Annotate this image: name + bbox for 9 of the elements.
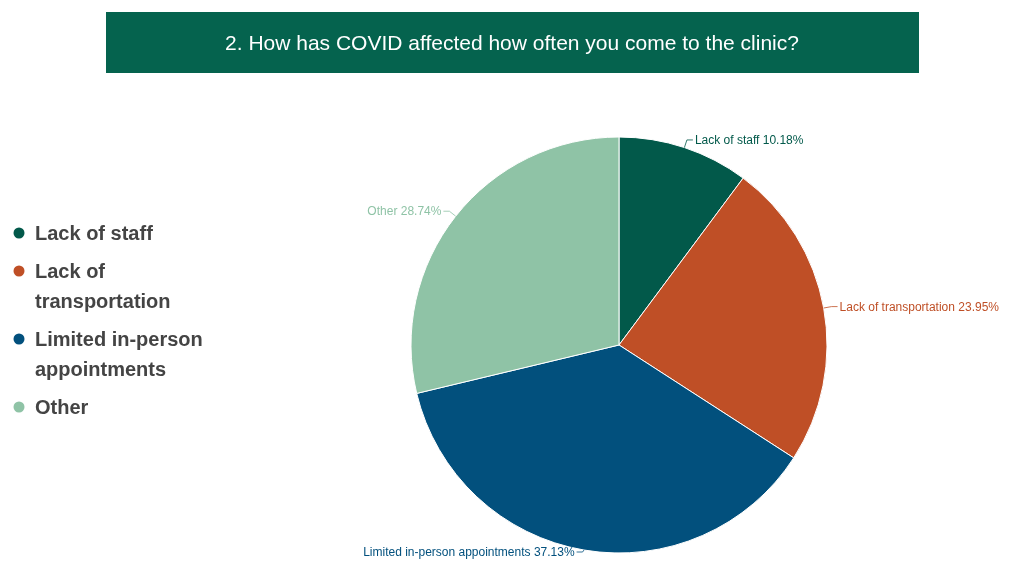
category-label: Limited in-person appointments 37.13% <box>363 545 575 559</box>
category-label: Other 28.74% <box>367 204 442 219</box>
category-label: Lack of transportation 23.95% <box>839 299 999 314</box>
chart-title: 2. How has COVID affected how often you come to the clinic? <box>225 31 799 54</box>
legend-label: Other <box>35 396 89 418</box>
legend-label: Lack of transportation <box>35 260 171 312</box>
category-label: Lack of staff 10.18% <box>694 132 804 147</box>
legend-label: Limited in-person appointments <box>35 328 203 380</box>
legend-label: Lack of staff <box>35 222 154 244</box>
